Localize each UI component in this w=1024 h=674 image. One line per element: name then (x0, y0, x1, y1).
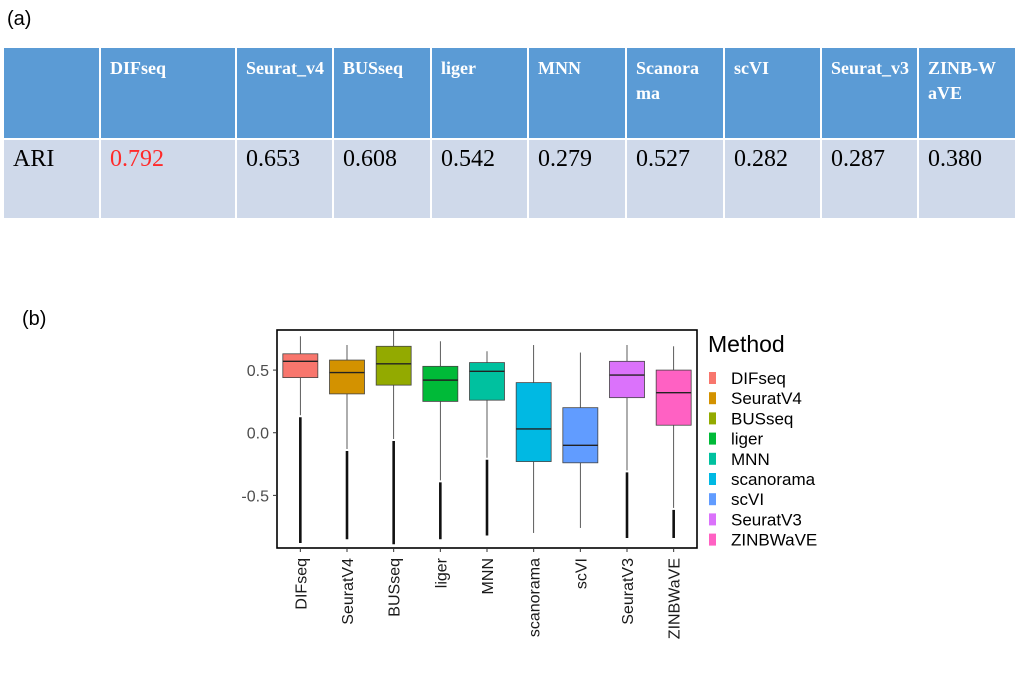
column-header-label: Seurat_v4 (246, 58, 324, 78)
table-row: ARI 0.792 0.653 0.608 0.542 0.279 0.527 … (4, 140, 1015, 218)
table-header-cell: Seurat_v4 (237, 48, 332, 138)
x-tick-label: BUSseq (387, 558, 404, 617)
column-header-label: DIFseq (110, 58, 167, 78)
legend-label: MNN (731, 450, 770, 469)
y-tick-label: 0.5 (247, 363, 269, 380)
table-header-cell: liger (432, 48, 527, 138)
column-header-label: BUSseq (343, 58, 404, 78)
box (655, 369, 692, 426)
x-tick-label: MNN (480, 558, 497, 594)
y-tick-label: 0.0 (247, 426, 269, 443)
ari-table: DIFseq Seurat_v4 BUSseq liger MNN Scanor… (2, 46, 1017, 220)
legend-label: BUSseq (731, 409, 793, 428)
panel-label-a: (a) (7, 8, 32, 30)
x-tick-label: liger (433, 557, 450, 588)
legend-swatch (709, 473, 716, 485)
panel-label-b: (b) (22, 308, 47, 330)
table-header-cell: scVI (725, 48, 820, 138)
column-header-label: scVI (734, 58, 769, 78)
table-cell: 0.282 (725, 140, 820, 218)
box (562, 407, 599, 464)
table-cell-best: 0.792 (101, 140, 235, 218)
box (375, 345, 412, 386)
box (469, 362, 505, 401)
legend-label: scVI (731, 490, 764, 509)
legend-swatch (709, 392, 716, 405)
table-cell: 0.279 (529, 140, 625, 218)
legend-swatch (709, 513, 716, 526)
column-header-label: ZINB-WaVE (928, 58, 997, 103)
table-cell: 0.380 (919, 140, 1015, 218)
table-header-cell: BUSseq (334, 48, 430, 138)
table-cell: 0.653 (237, 140, 332, 218)
legend-swatch (709, 533, 716, 546)
table-header-cell: Scanorama (627, 48, 723, 138)
box (329, 359, 365, 395)
legend-label: ZINBWaVE (731, 531, 817, 550)
column-header-label: Seurat_v3 (831, 58, 909, 78)
x-tick-label: ZINBWaVE (667, 558, 684, 639)
table-header-cell: ZINB-WaVE (919, 48, 1015, 138)
table-cell: 0.287 (822, 140, 917, 218)
x-tick-label: SeuratV4 (340, 558, 357, 625)
legend-label: DIFseq (731, 369, 786, 388)
legend-swatch (709, 493, 716, 506)
table-corner-cell (4, 48, 99, 138)
x-tick-label: DIFseq (293, 558, 310, 610)
y-tick-label: -0.5 (241, 488, 269, 505)
column-header-label: MNN (538, 58, 581, 78)
legend-title: Method (708, 331, 785, 357)
table-cell: 0.608 (334, 140, 430, 218)
legend-swatch (709, 452, 716, 465)
table-cell: 0.527 (627, 140, 723, 218)
legend-label: scanorama (731, 470, 816, 489)
legend-swatch (709, 412, 716, 425)
x-tick-label: scanorama (527, 558, 544, 637)
column-header-label: Scanorama (636, 58, 699, 103)
table-cell: 0.542 (432, 140, 527, 218)
legend-swatch (709, 432, 716, 445)
box (422, 365, 459, 402)
column-header-label: liger (441, 58, 476, 78)
x-tick-label: scVI (573, 558, 590, 589)
row-label-cell: ARI (4, 140, 99, 218)
box (282, 353, 319, 379)
legend-label: SeuratV4 (731, 389, 802, 408)
box (515, 382, 552, 462)
table-header-row: DIFseq Seurat_v4 BUSseq liger MNN Scanor… (4, 48, 1015, 138)
box (609, 360, 645, 399)
legend-swatch (709, 372, 716, 384)
table-header-cell: DIFseq (101, 48, 235, 138)
table-header-cell: MNN (529, 48, 625, 138)
table-header-cell: Seurat_v3 (822, 48, 917, 138)
x-tick-label: SeuratV3 (620, 558, 637, 625)
legend-label: liger (731, 430, 763, 449)
legend-label: SeuratV3 (731, 510, 802, 529)
